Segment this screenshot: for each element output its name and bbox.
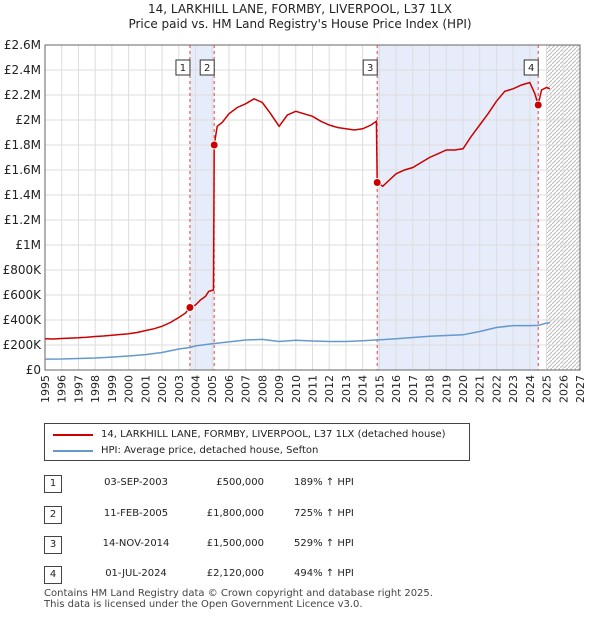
x-tick-label: 1998 (89, 375, 102, 403)
transaction-price: £2,120,000 (206, 568, 264, 579)
x-tick-label: 2010 (290, 375, 303, 403)
x-tick-label: 2006 (223, 375, 236, 403)
legend-label-property: 14, LARKHILL LANE, FORMBY, LIVERPOOL, L3… (101, 429, 446, 440)
transaction-price: £500,000 (216, 477, 264, 488)
y-tick-label: £2.2M (4, 88, 41, 102)
x-tick-label: 2020 (457, 375, 470, 403)
footer-copyright: Contains HM Land Registry data © Crown c… (44, 588, 433, 599)
x-tick-label: 2015 (373, 375, 386, 403)
x-tick-label: 2007 (240, 375, 253, 403)
x-tick-label: 2012 (323, 375, 336, 403)
x-tick-label: 2022 (490, 375, 503, 403)
transaction-row: 1 03-SEP-2003 £500,000 189% ↑ HPI (44, 475, 464, 493)
transaction-row: 2 11-FEB-2005 £1,800,000 725% ↑ HPI (44, 506, 464, 524)
shaded-period (377, 45, 539, 370)
transaction-marker-label: 3 (44, 536, 62, 554)
transaction-price: £1,800,000 (206, 508, 264, 519)
y-tick-label: £1.6M (4, 163, 41, 177)
transaction-row: 4 01-JUL-2024 £2,120,000 494% ↑ HPI (44, 566, 464, 584)
y-tick-label: £600K (3, 288, 43, 302)
y-tick-label: £2.6M (4, 38, 41, 52)
x-tick-label: 2021 (474, 375, 487, 403)
legend-swatch-property (53, 434, 93, 436)
y-tick-label: £1M (15, 238, 41, 252)
transaction-date: 14-NOV-2014 (102, 538, 170, 549)
sale-label: 4 (528, 63, 534, 74)
sale-label: 2 (204, 63, 210, 74)
series-line-hpi (44, 322, 550, 360)
x-tick-label: 2014 (357, 375, 370, 403)
y-tick-label: £2M (15, 113, 41, 127)
x-tick-label: 2025 (541, 375, 554, 403)
sale-label-box (175, 59, 191, 76)
chart-subtitle: Price paid vs. HM Land Registry's House … (128, 17, 472, 31)
shaded-period (189, 45, 215, 370)
transaction-hpi-change: 725% ↑ HPI (294, 508, 354, 519)
x-tick-label: 2005 (206, 375, 219, 403)
y-tick-label: £0 (26, 363, 41, 377)
transaction-row: 3 14-NOV-2014 £1,500,000 529% ↑ HPI (44, 536, 464, 554)
footer-attribution: Contains HM Land Registry data © Crown c… (44, 588, 433, 610)
transaction-hpi-change: 529% ↑ HPI (294, 538, 354, 549)
sale-point (533, 100, 543, 110)
x-tick-label: 2002 (156, 375, 169, 403)
sale-label: 3 (367, 63, 373, 74)
x-tick-label: 1997 (72, 375, 85, 403)
x-tick-label: 1996 (56, 375, 69, 403)
x-tick-label: 2000 (123, 375, 136, 403)
plot-frame (44, 44, 581, 371)
transaction-hpi-change: 189% ↑ HPI (294, 477, 354, 488)
sale-point (209, 140, 219, 150)
transaction-marker-label: 1 (44, 475, 62, 493)
y-tick-label: £400K (3, 313, 43, 327)
y-tick-label: £800K (3, 263, 43, 277)
x-tick-label: 2027 (574, 375, 587, 403)
x-tick-label: 2008 (256, 375, 269, 403)
x-tick-label: 2017 (407, 375, 420, 403)
transaction-price: £1,500,000 (206, 538, 264, 549)
x-tick-label: 2019 (440, 375, 453, 403)
series-line-property (44, 81, 551, 340)
x-tick-label: 2013 (340, 375, 353, 403)
y-tick-label: £1.4M (4, 188, 41, 202)
sale-label-box (523, 59, 539, 76)
sale-label-box (362, 59, 378, 76)
sale-point (185, 303, 195, 312)
transaction-date: 03-SEP-2003 (104, 477, 168, 488)
y-tick-label: £1.2M (4, 213, 41, 227)
y-tick-label: £1.8M (4, 138, 41, 152)
y-tick-label: £2.4M (4, 63, 41, 77)
x-tick-label: 2016 (390, 375, 403, 403)
transaction-marker-label: 2 (44, 506, 62, 524)
transaction-date: 01-JUL-2024 (105, 568, 167, 579)
x-tick-label: 2023 (507, 375, 520, 403)
transaction-date: 11-FEB-2005 (103, 508, 169, 519)
chart-title-block: 14, LARKHILL LANE, FORMBY, LIVERPOOL, L3… (0, 2, 600, 32)
x-tick-label: 2004 (189, 375, 202, 403)
x-tick-label: 1995 (39, 375, 52, 403)
x-tick-label: 2003 (173, 375, 186, 403)
sale-label-box (199, 59, 215, 76)
legend-label-hpi: HPI: Average price, detached house, Seft… (101, 445, 319, 456)
sale-label: 1 (180, 63, 186, 74)
x-tick-label: 2009 (273, 375, 286, 403)
chart-title: 14, LARKHILL LANE, FORMBY, LIVERPOOL, L3… (147, 2, 453, 16)
x-tick-label: 2026 (557, 375, 570, 403)
chart-legend: 14, LARKHILL LANE, FORMBY, LIVERPOOL, L3… (44, 423, 470, 461)
x-tick-label: 2018 (424, 375, 437, 403)
transaction-hpi-change: 494% ↑ HPI (294, 568, 354, 579)
footer-licence: This data is licensed under the Open Gov… (44, 599, 363, 610)
legend-swatch-hpi (53, 450, 93, 452)
x-tick-label: 2011 (307, 375, 320, 403)
x-tick-label: 2024 (524, 375, 537, 403)
x-tick-label: 1999 (106, 375, 119, 403)
y-tick-label: £200K (3, 338, 43, 352)
transaction-marker-label: 4 (44, 566, 62, 584)
sale-point (372, 178, 382, 187)
x-tick-label: 2001 (139, 375, 152, 403)
price-chart: £0 £200K £400K £600K £800K £1M £1.2M £1.4M £1.6M… (3, 38, 587, 403)
